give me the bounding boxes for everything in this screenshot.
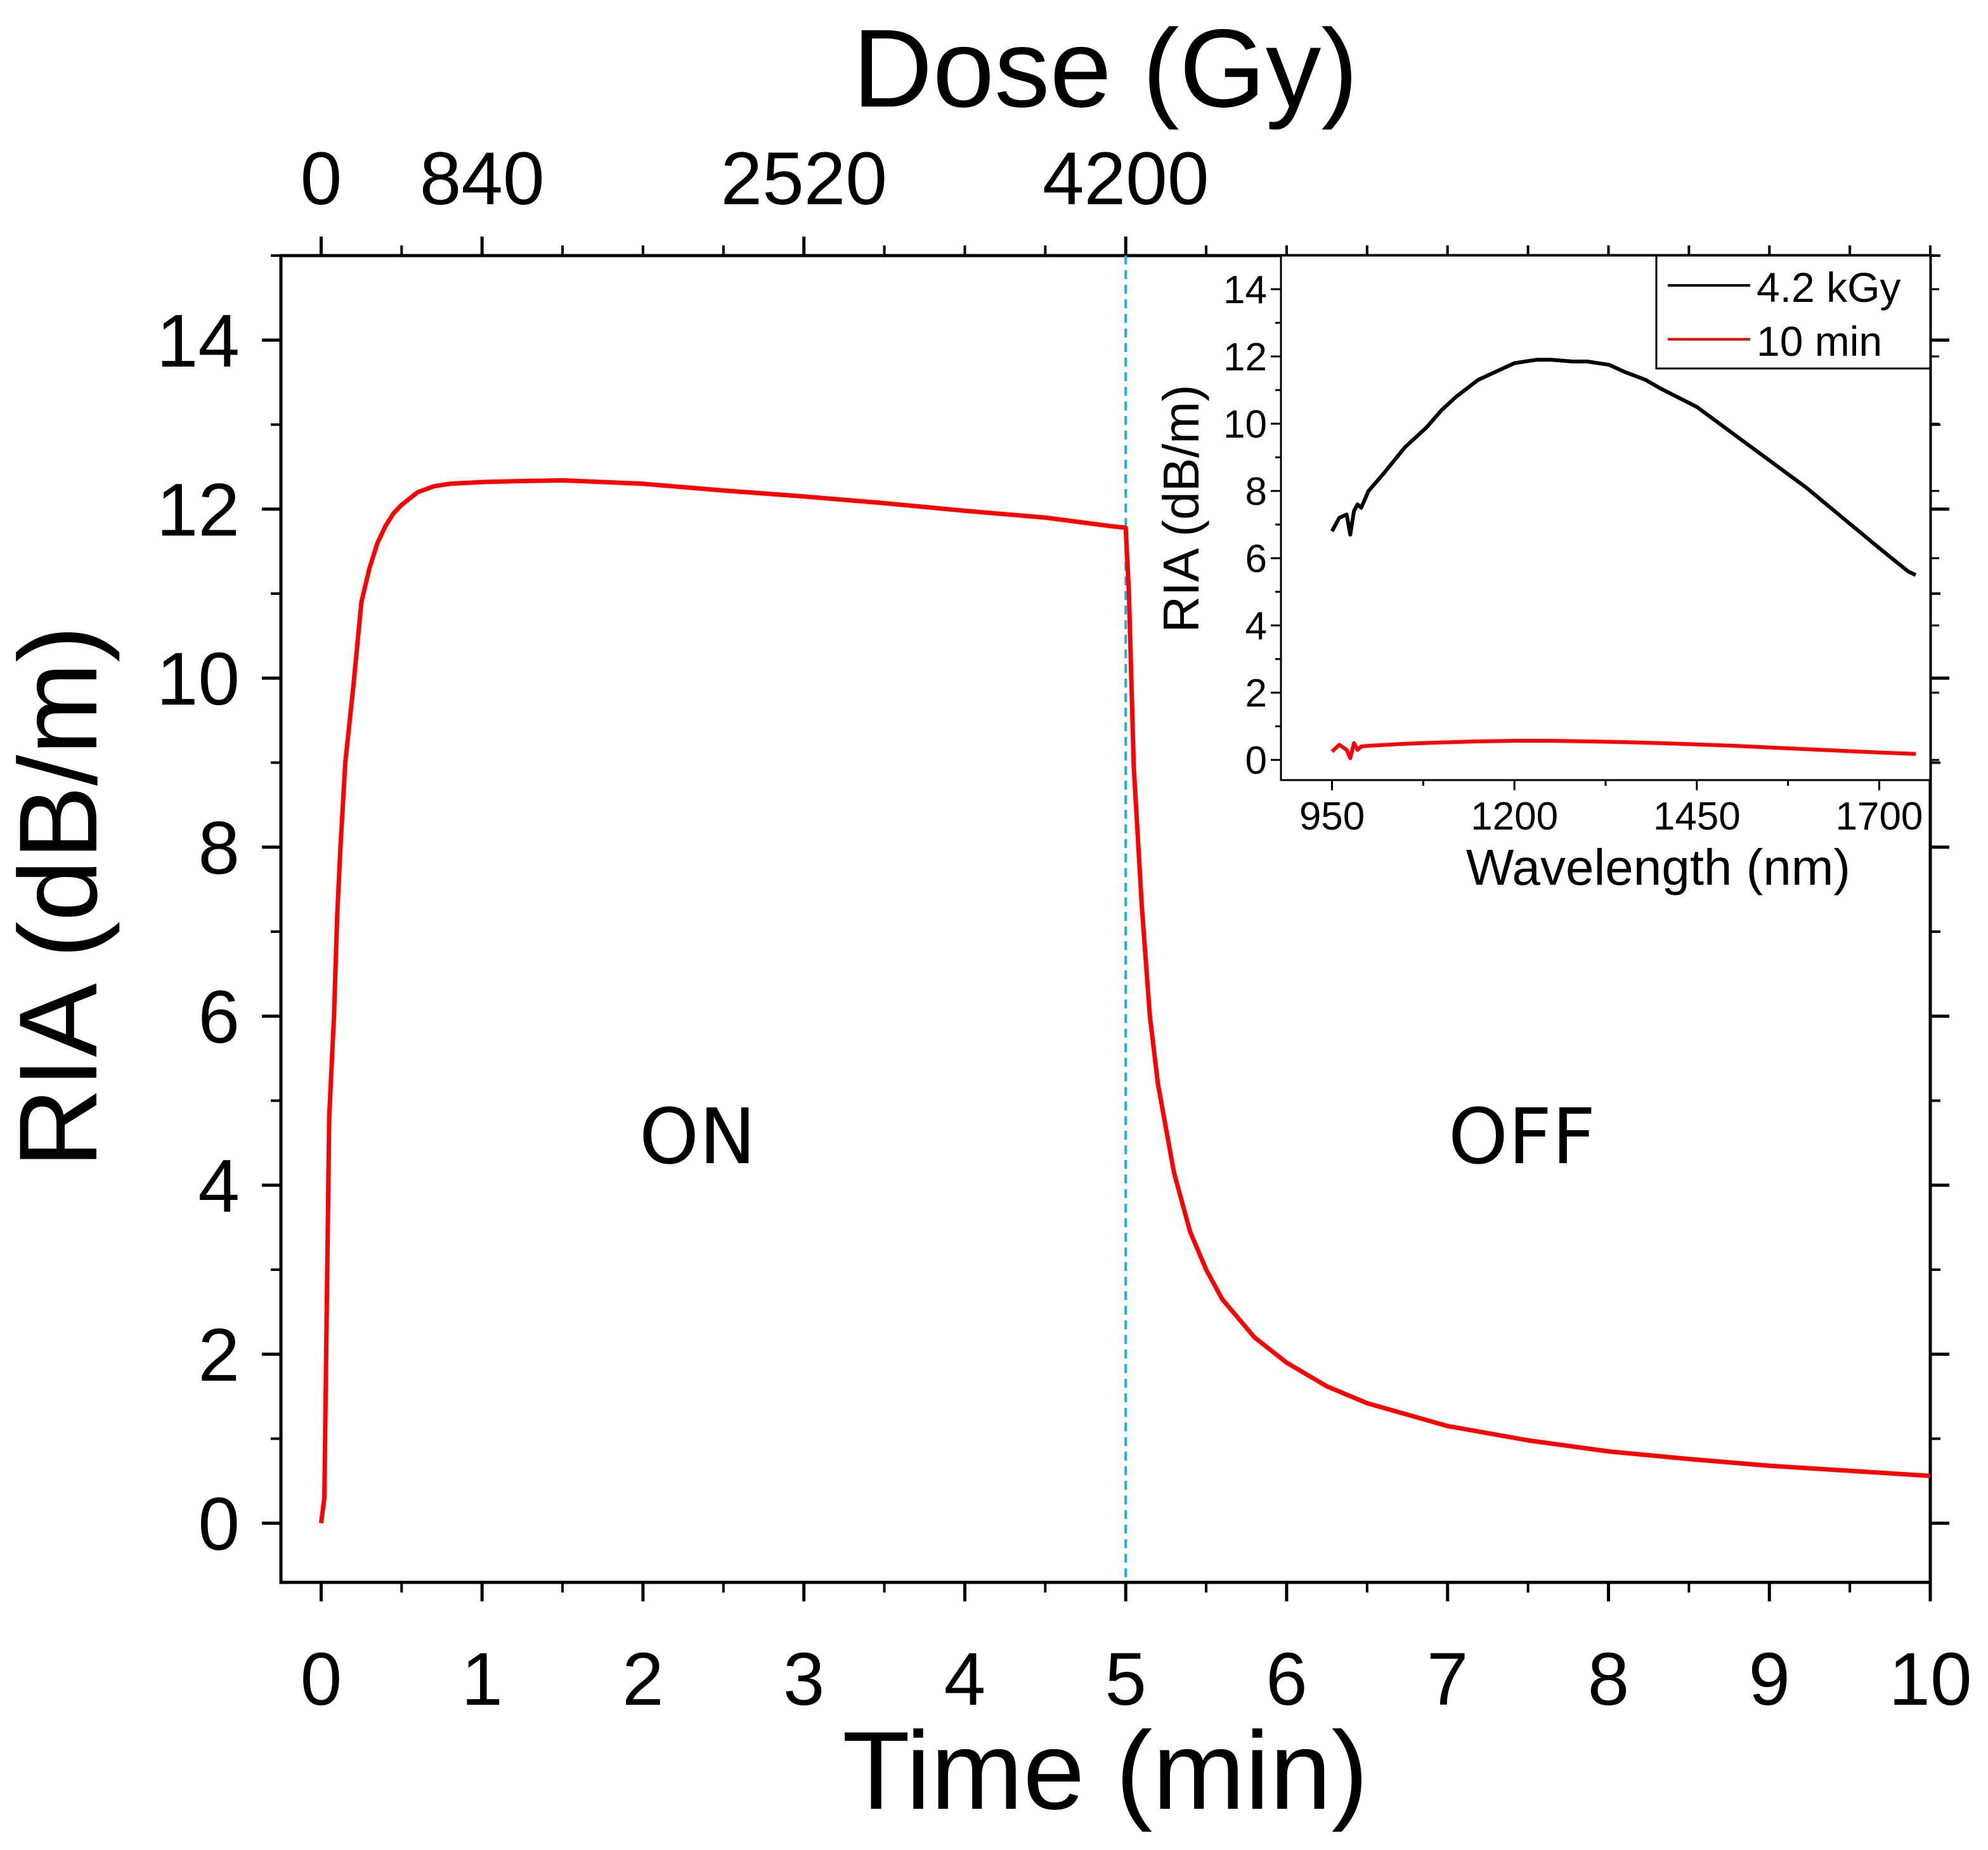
inset-x-tick-label-1200: 1200	[1471, 795, 1558, 838]
main-series	[318, 478, 1931, 1524]
inset-y-tick-label-10: 10	[1223, 403, 1267, 446]
series-line-ria	[318, 478, 1931, 1524]
inset-ticks: 950 1200 1450 1700 0 2 4 6 8 10 12 14	[1223, 254, 1939, 838]
inset-y-tick-label-14: 14	[1223, 268, 1267, 312]
y-tick-label-8: 8	[198, 807, 240, 890]
annotation-on: ON	[639, 1093, 756, 1182]
inset-y-tick-label-6: 6	[1245, 537, 1267, 581]
x-tick-label-3: 3	[783, 1638, 825, 1721]
x-tick-label-10: 10	[1888, 1638, 1972, 1721]
x-tick-label-7: 7	[1427, 1638, 1469, 1721]
main-top-axis-title: Dose (Gy)	[852, 7, 1358, 131]
legend-label-4-2-kgy: 4.2 kGy	[1757, 264, 1900, 311]
x-tick-label-5: 5	[1105, 1638, 1147, 1721]
y-tick-label-6: 6	[198, 975, 240, 1059]
inset-y-tick-label-8: 8	[1245, 470, 1267, 514]
legend-label-10-min: 10 min	[1757, 318, 1882, 365]
y-tick-label-10: 10	[157, 637, 240, 721]
x-tick-label-9: 9	[1748, 1638, 1790, 1721]
main-y-axis-title: RIA (dB/m)	[0, 625, 120, 1168]
y-tick-label-14: 14	[157, 299, 240, 383]
main-x-axis-title: Time (min)	[842, 1709, 1368, 1833]
y-tick-label-0: 0	[198, 1483, 240, 1567]
y-tick-label-2: 2	[198, 1313, 240, 1397]
top-tick-label-840: 840	[420, 137, 545, 221]
annotation-off: OFF	[1448, 1093, 1596, 1182]
y-tick-label-4: 4	[198, 1145, 240, 1228]
x-tick-label-6: 6	[1266, 1638, 1308, 1721]
inset-series-line-10-min	[1330, 739, 1916, 760]
inset-y-tick-label-0: 0	[1245, 739, 1267, 783]
main-plot-frame	[279, 254, 1932, 1584]
legend-box	[1655, 254, 1932, 370]
x-tick-label-4: 4	[944, 1638, 986, 1721]
inset-x-tick-label-950: 950	[1299, 795, 1365, 838]
inset-legend: 4.2 kGy 10 min	[1655, 254, 1932, 370]
top-tick-label-0: 0	[301, 137, 342, 221]
x-tick-label-0: 0	[301, 1638, 342, 1721]
inset-y-tick-label-2: 2	[1245, 672, 1267, 715]
inset-x-axis-title: Wavelength (nm)	[1466, 839, 1850, 896]
x-tick-label-2: 2	[622, 1638, 664, 1721]
top-tick-label-2520: 2520	[720, 137, 887, 221]
inset-y-axis-title: RIA (dB/m)	[1153, 384, 1209, 632]
inset-y-tick-label-4: 4	[1245, 604, 1267, 648]
inset-x-tick-label-1700: 1700	[1835, 795, 1923, 838]
inset-series	[1330, 358, 1917, 760]
x-tick-label-8: 8	[1588, 1638, 1630, 1721]
inset-y-tick-label-12: 12	[1223, 335, 1267, 379]
x-tick-label-1: 1	[461, 1638, 503, 1721]
top-tick-label-4200: 4200	[1043, 137, 1209, 221]
inset-x-tick-label-1450: 1450	[1653, 795, 1741, 838]
inset-series-line-4-2-kgy	[1330, 358, 1917, 577]
y-tick-label-12: 12	[157, 469, 240, 552]
